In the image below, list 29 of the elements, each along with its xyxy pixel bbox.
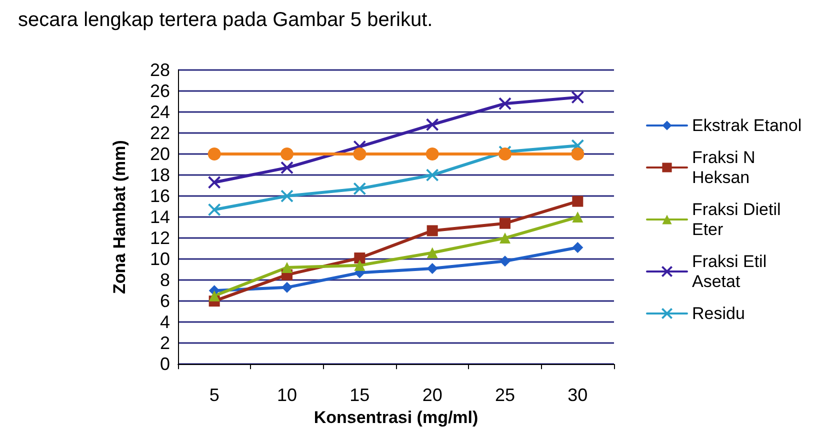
- y-tick-label: 14: [150, 207, 170, 228]
- y-tick-label: 22: [150, 123, 170, 144]
- text: secara lengkap tertera pada Gambar 5 berikut.: [18, 9, 433, 31]
- y-tick-label: 28: [150, 60, 170, 80]
- legend-label: Fraksi N Heksan: [692, 148, 760, 187]
- y-tick-label: 8: [160, 270, 170, 290]
- y-tick-label: 18: [150, 165, 170, 186]
- y-tick-label: 24: [150, 102, 170, 122]
- x-axis-title: Konsentrasi (mg/ml): [314, 408, 478, 427]
- y-axis-title: Zona Hambat (mm): [110, 140, 129, 294]
- x-tick-label: 15: [350, 385, 370, 406]
- legend-label: Residu: [692, 304, 745, 323]
- x-tick-label: 5: [209, 385, 220, 406]
- x-tick-label: 30: [568, 385, 588, 406]
- y-tick-label: 6: [160, 291, 170, 312]
- legend-label: Fraksi Dietil Eter: [692, 200, 786, 239]
- legend-label: Fraksi Etil Asetat: [692, 252, 772, 291]
- y-tick-label: 26: [150, 81, 170, 102]
- x-tick-label: 20: [422, 385, 442, 406]
- legend-label: Ekstrak Etanol: [692, 116, 802, 135]
- x-tick-label: 25: [494, 385, 516, 406]
- y-tick-label: 16: [150, 186, 170, 206]
- y-tick-label: 20: [150, 144, 170, 164]
- y-tick-label: 12: [150, 228, 170, 248]
- x-tick-label: 10: [276, 385, 298, 406]
- y-tick-label: 0: [160, 354, 170, 374]
- y-tick-label: 10: [150, 249, 170, 270]
- y-tick-label: 2: [160, 333, 170, 354]
- y-tick-label: 4: [160, 312, 170, 332]
